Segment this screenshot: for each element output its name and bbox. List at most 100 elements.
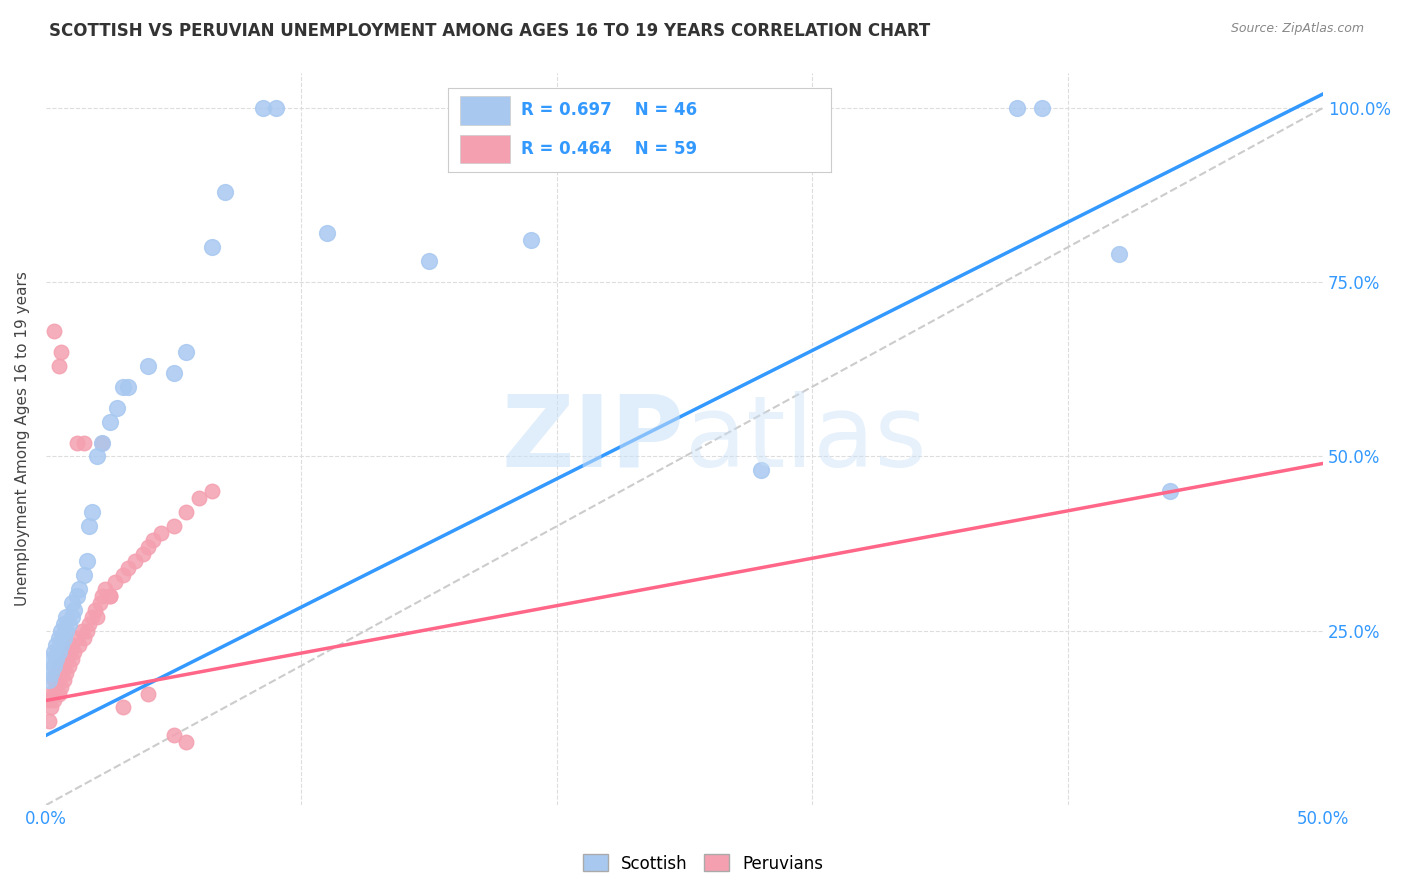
Point xyxy=(98,589,121,603)
Point xyxy=(749,463,772,477)
Point xyxy=(48,645,70,659)
Point xyxy=(45,638,67,652)
Point xyxy=(111,380,134,394)
Point xyxy=(70,624,93,638)
Point xyxy=(48,658,70,673)
Point xyxy=(55,651,77,665)
Point xyxy=(418,254,440,268)
Point xyxy=(60,651,83,665)
Point xyxy=(73,435,96,450)
Point xyxy=(52,658,75,673)
Point xyxy=(51,665,73,680)
Point xyxy=(316,227,339,241)
Point xyxy=(42,693,65,707)
Point xyxy=(52,616,75,631)
Point xyxy=(42,673,65,687)
Point xyxy=(80,610,103,624)
Point xyxy=(65,435,87,450)
Point xyxy=(1005,101,1028,115)
Point xyxy=(188,491,211,506)
Point xyxy=(73,568,96,582)
Point xyxy=(55,610,77,624)
Point xyxy=(42,324,65,338)
Point xyxy=(98,415,121,429)
Point xyxy=(89,596,111,610)
Point xyxy=(48,359,70,373)
Text: SCOTTISH VS PERUVIAN UNEMPLOYMENT AMONG AGES 16 TO 19 YEARS CORRELATION CHART: SCOTTISH VS PERUVIAN UNEMPLOYMENT AMONG … xyxy=(49,22,931,40)
Point xyxy=(163,519,186,533)
Point xyxy=(176,505,198,519)
Point xyxy=(80,505,103,519)
Point xyxy=(38,673,60,687)
Point xyxy=(60,596,83,610)
Point xyxy=(39,665,62,680)
Point xyxy=(58,616,80,631)
Legend: Scottish, Peruvians: Scottish, Peruvians xyxy=(576,847,830,880)
Point xyxy=(51,680,73,694)
Point xyxy=(111,700,134,714)
Point xyxy=(201,484,224,499)
Point xyxy=(45,680,67,694)
Point xyxy=(201,240,224,254)
Point xyxy=(38,693,60,707)
Point xyxy=(176,735,198,749)
Point xyxy=(264,101,287,115)
Point xyxy=(176,344,198,359)
Point xyxy=(60,610,83,624)
Point xyxy=(79,519,101,533)
Point xyxy=(1031,101,1053,115)
Text: atlas: atlas xyxy=(685,391,927,488)
Point xyxy=(214,185,236,199)
Point xyxy=(83,603,105,617)
Point xyxy=(124,554,146,568)
Point xyxy=(48,673,70,687)
Point xyxy=(58,645,80,659)
Point xyxy=(104,574,127,589)
Point xyxy=(86,450,108,464)
Point xyxy=(48,631,70,645)
Point xyxy=(52,631,75,645)
Point xyxy=(39,700,62,714)
Point xyxy=(51,344,73,359)
Point xyxy=(63,603,86,617)
Point xyxy=(136,359,159,373)
Point xyxy=(136,540,159,554)
Point xyxy=(52,673,75,687)
Point xyxy=(107,401,129,415)
Point xyxy=(60,638,83,652)
Point xyxy=(91,435,114,450)
Point xyxy=(132,547,155,561)
Point xyxy=(51,624,73,638)
Text: Source: ZipAtlas.com: Source: ZipAtlas.com xyxy=(1230,22,1364,36)
Point xyxy=(117,561,139,575)
Point xyxy=(55,665,77,680)
Point xyxy=(1108,247,1130,261)
Point xyxy=(76,554,98,568)
Point xyxy=(58,658,80,673)
Point xyxy=(39,686,62,700)
Point xyxy=(38,714,60,729)
Point xyxy=(79,616,101,631)
Point xyxy=(91,435,114,450)
Point xyxy=(65,631,87,645)
Point xyxy=(86,610,108,624)
Point xyxy=(67,638,90,652)
Y-axis label: Unemployment Among Ages 16 to 19 years: Unemployment Among Ages 16 to 19 years xyxy=(15,271,30,607)
Point xyxy=(55,624,77,638)
Point xyxy=(45,665,67,680)
Point xyxy=(42,658,65,673)
Point xyxy=(163,366,186,380)
Point xyxy=(65,589,87,603)
Point xyxy=(45,651,67,665)
Point xyxy=(63,645,86,659)
Point xyxy=(76,624,98,638)
Point xyxy=(1159,484,1181,499)
Point xyxy=(51,638,73,652)
Point xyxy=(73,631,96,645)
Point xyxy=(42,686,65,700)
Point xyxy=(520,233,543,247)
Point xyxy=(117,380,139,394)
Point xyxy=(98,589,121,603)
Point xyxy=(91,589,114,603)
Text: ZIP: ZIP xyxy=(502,391,685,488)
